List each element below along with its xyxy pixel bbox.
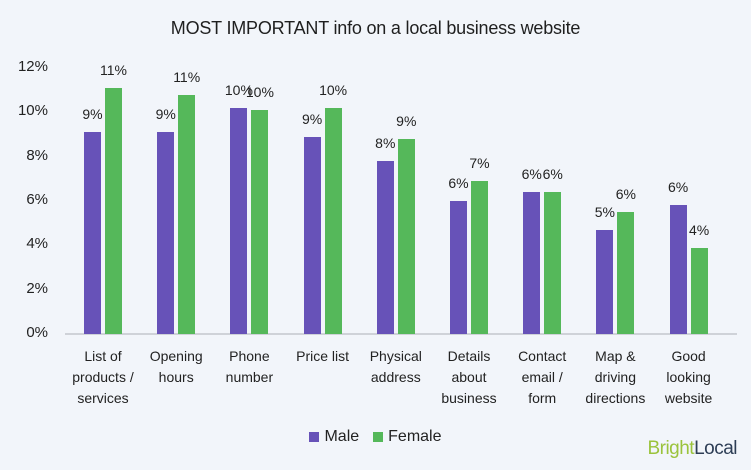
- bar-female: [105, 87, 122, 334]
- value-label: 6%: [542, 166, 563, 183]
- bar-male: [157, 132, 175, 334]
- bar-female: [690, 247, 708, 334]
- value-label: 10%: [319, 81, 348, 98]
- value-label: 9%: [155, 106, 176, 123]
- bar-male: [230, 107, 248, 334]
- bar-male: [376, 161, 394, 334]
- y-tick-label: 10%: [17, 102, 48, 120]
- value-label: 9%: [82, 106, 103, 123]
- x-tick-label: Map & driving directions: [585, 348, 646, 406]
- value-label: 11%: [100, 61, 127, 78]
- value-label: 6%: [448, 175, 469, 191]
- bar-male: [450, 201, 467, 334]
- bar-female: [178, 94, 196, 334]
- legend-item-female: Female: [373, 428, 442, 446]
- bar-male: [303, 136, 321, 334]
- x-tick-label: Opening hours: [149, 348, 203, 385]
- chart-title: MOST IMPORTANT info on a local business …: [170, 18, 581, 38]
- x-axis-baseline: [65, 333, 737, 335]
- x-tick-label: Contact email / form: [518, 348, 567, 406]
- brightlocal-logo: BrightLocal: [647, 438, 737, 460]
- x-tick-label: List of products / services: [72, 348, 134, 406]
- bar-female: [324, 107, 342, 334]
- y-tick-label: 2%: [26, 279, 48, 297]
- y-tick-label: 6%: [26, 191, 48, 208]
- bar-female: [251, 110, 269, 334]
- bar-female: [544, 192, 562, 334]
- female-swatch-icon: [373, 432, 384, 442]
- value-label: 9%: [301, 110, 323, 127]
- value-label: 7%: [469, 155, 490, 172]
- bar-female: [471, 181, 488, 334]
- value-label: 4%: [688, 221, 710, 238]
- value-label: 10%: [224, 81, 253, 98]
- value-label: 9%: [396, 112, 417, 129]
- bar-male: [596, 229, 614, 334]
- value-label: 11%: [173, 68, 201, 85]
- y-tick-label: 12%: [17, 58, 48, 75]
- x-tick-label: Physical address: [369, 348, 422, 385]
- y-tick-label: 0%: [26, 324, 48, 341]
- logo-local: Local: [694, 438, 737, 459]
- value-label: 6%: [615, 186, 636, 203]
- value-label: 6%: [521, 166, 542, 183]
- legend-label-female: Female: [388, 428, 442, 445]
- legend-item-male: Male: [309, 428, 359, 446]
- x-tick-label: Details about business: [441, 348, 497, 406]
- legend-label-male: Male: [324, 428, 360, 445]
- bar-male: [523, 192, 541, 334]
- value-label: 8%: [375, 135, 396, 152]
- value-label: 10%: [245, 84, 274, 101]
- bar-male: [84, 132, 101, 334]
- bar-female: [617, 212, 635, 334]
- logo-bright: Bright: [647, 438, 695, 459]
- x-tick-label: Price list: [296, 348, 350, 364]
- value-label: 6%: [667, 179, 689, 196]
- bar-female: [397, 138, 415, 334]
- y-tick-label: 4%: [26, 235, 48, 253]
- x-tick-label: Good looking website: [664, 348, 713, 406]
- value-label: 5%: [594, 203, 615, 220]
- bar-male: [669, 205, 687, 334]
- legend: Male Female: [0, 428, 751, 446]
- x-tick-label: Phone number: [225, 348, 274, 385]
- y-tick-label: 8%: [26, 146, 48, 164]
- male-swatch-icon: [309, 432, 320, 442]
